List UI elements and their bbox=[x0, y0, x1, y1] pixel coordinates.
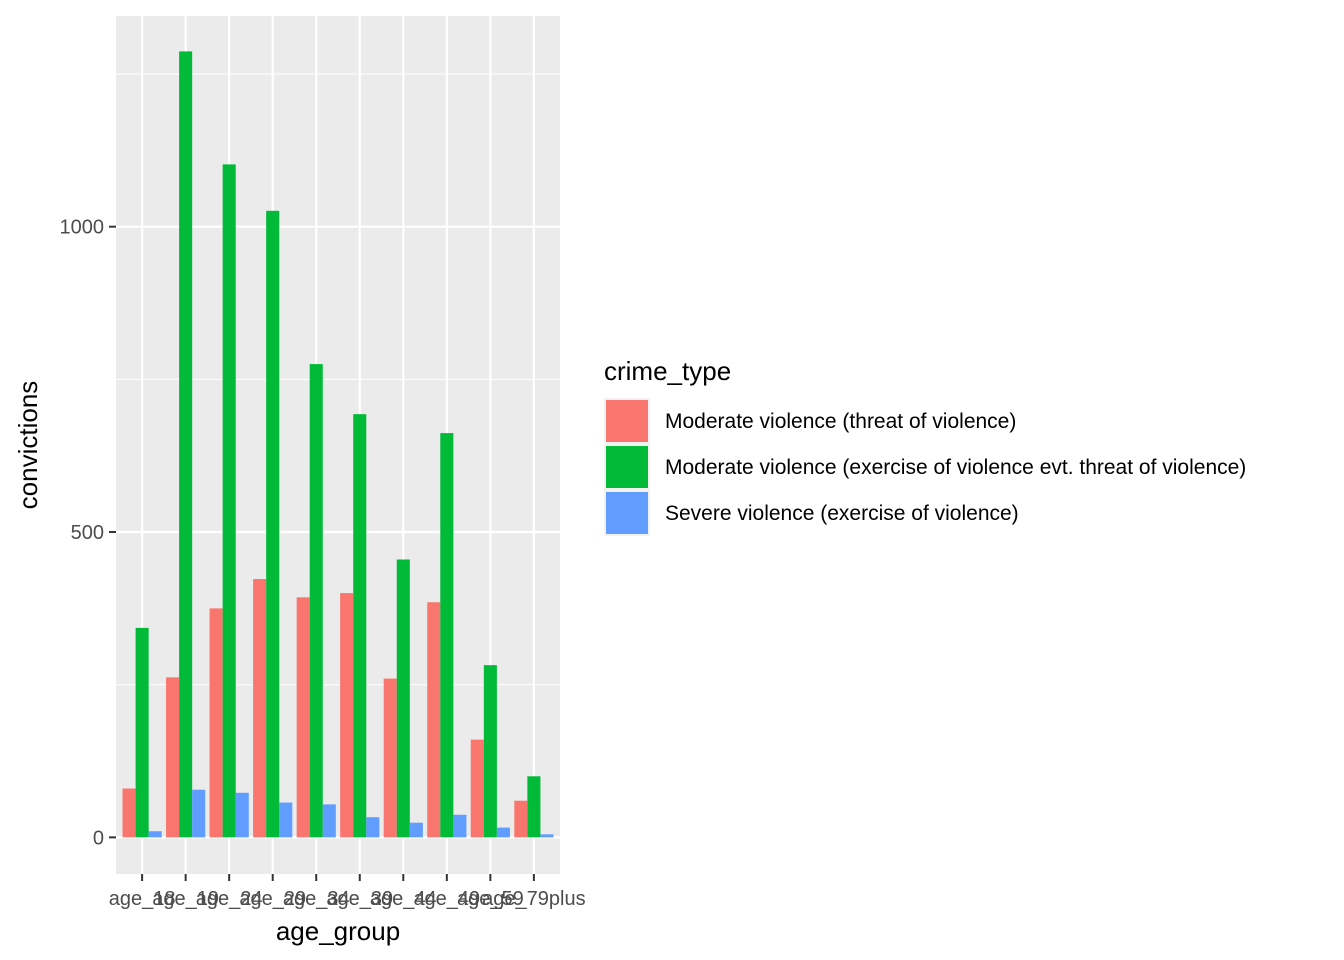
x-tick-label: age_79plus bbox=[482, 888, 585, 910]
x-tick-label: age_19 bbox=[152, 888, 219, 910]
legend-title: crime_type bbox=[604, 356, 731, 386]
bar bbox=[470, 739, 484, 838]
bar bbox=[366, 817, 380, 838]
bars bbox=[122, 51, 554, 838]
legend: crime_type Moderate violence (threat of … bbox=[604, 356, 1246, 536]
bar bbox=[296, 597, 310, 838]
bar bbox=[453, 814, 467, 838]
bar bbox=[496, 827, 510, 838]
y-tick-label: 0 bbox=[93, 827, 104, 849]
bar bbox=[396, 559, 410, 838]
bar bbox=[483, 665, 497, 838]
y-axis-title: convictions bbox=[13, 381, 43, 510]
bar bbox=[209, 608, 223, 838]
bar bbox=[279, 802, 293, 838]
bar bbox=[266, 210, 280, 838]
x-tick-label: age_59 bbox=[457, 888, 524, 910]
bar bbox=[179, 51, 193, 838]
bar bbox=[527, 776, 541, 838]
legend-label: Moderate violence (exercise of violence … bbox=[665, 456, 1246, 479]
y-tick-label: 500 bbox=[71, 522, 104, 544]
x-tick-label: age_49 bbox=[413, 888, 480, 910]
bar bbox=[440, 433, 454, 838]
legend-key bbox=[606, 492, 648, 534]
legend-key bbox=[606, 400, 648, 442]
legend-label: Severe violence (exercise of violence) bbox=[665, 502, 1019, 525]
legend-label: Moderate violence (threat of violence) bbox=[665, 410, 1016, 433]
bar bbox=[135, 627, 149, 838]
x-tick-label: age_24 bbox=[196, 888, 263, 910]
x-axis-title: age_group bbox=[276, 916, 400, 946]
bar bbox=[166, 677, 180, 838]
bar bbox=[192, 789, 206, 838]
bar bbox=[122, 788, 136, 838]
x-tick-label: age_18 bbox=[109, 888, 176, 910]
bar bbox=[409, 822, 423, 838]
legend-key bbox=[606, 446, 648, 488]
bar bbox=[235, 792, 249, 838]
y-axis: 0 500 1000 bbox=[60, 217, 116, 849]
bar bbox=[322, 804, 336, 838]
x-tick-label: age_44 bbox=[370, 888, 437, 910]
x-tick-label: age_34 bbox=[283, 888, 350, 910]
bar bbox=[309, 364, 323, 838]
bar bbox=[340, 593, 354, 838]
x-tick-label: age_29 bbox=[239, 888, 306, 910]
x-axis: age_18age_19age_24age_29age_34age_39age_… bbox=[109, 874, 586, 910]
bar bbox=[222, 164, 236, 838]
y-tick-label: 1000 bbox=[60, 217, 105, 239]
bar bbox=[514, 800, 528, 838]
bar bbox=[253, 579, 267, 838]
bar bbox=[540, 834, 554, 838]
bar bbox=[148, 831, 162, 838]
bar bbox=[383, 678, 397, 838]
bar bbox=[427, 602, 441, 838]
x-tick-label: age_39 bbox=[326, 888, 393, 910]
bar bbox=[353, 414, 367, 838]
